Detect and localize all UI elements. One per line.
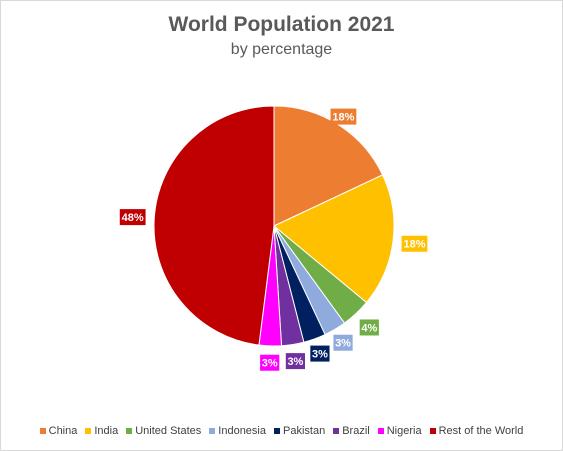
legend-item-rest-of-the-world: Rest of the World xyxy=(429,425,524,437)
legend-item-china: China xyxy=(39,425,78,437)
pie-slice-rest-of-the-world xyxy=(153,105,275,346)
legend-swatch xyxy=(85,428,92,434)
legend-item-india: India xyxy=(85,425,118,437)
legend-swatch xyxy=(126,428,133,434)
chart-subtitle: by percentage xyxy=(230,41,333,58)
legend-item-pakistan: Pakistan xyxy=(274,425,325,437)
chart-title: World Population 2021 xyxy=(168,13,395,36)
legend-item-indonesia: Indonesia xyxy=(209,425,266,437)
legend-item-united-states: United States xyxy=(126,425,201,437)
legend-swatch xyxy=(377,428,384,434)
legend-label: Rest of the World xyxy=(438,425,524,437)
data-label-brazil: 3% xyxy=(285,353,306,370)
data-label-box xyxy=(310,345,330,362)
legend-item-brazil: Brazil xyxy=(333,425,370,437)
data-label-text: 18% xyxy=(403,239,425,251)
legend-label: India xyxy=(94,425,119,437)
legend-label: Brazil xyxy=(342,425,370,437)
legend-swatch xyxy=(274,428,280,434)
data-label-text: 3% xyxy=(262,358,278,370)
data-label-china: 18% xyxy=(330,108,357,125)
data-label-rest-of-the-world: 48% xyxy=(119,209,146,226)
legend-swatch xyxy=(333,428,340,434)
pie-slice-india xyxy=(273,174,395,304)
pie-slice-china xyxy=(273,105,384,227)
chart-legend: China India United States Indonesia Pakistan… xyxy=(1,425,562,437)
legend-label: Pakistan xyxy=(283,425,326,437)
data-label-text: 48% xyxy=(122,212,144,224)
data-label-pakistan: 3% xyxy=(310,345,330,362)
legend-item-nigeria: Nigeria xyxy=(377,425,422,437)
legend-label: Indonesia xyxy=(218,425,266,437)
data-label-nigeria: 3% xyxy=(260,354,280,371)
data-label-box xyxy=(260,354,280,371)
legend-label: China xyxy=(48,425,78,437)
data-label-box xyxy=(359,319,379,336)
data-label-box xyxy=(330,108,357,125)
data-label-text: 3% xyxy=(335,338,351,350)
data-label-box xyxy=(119,209,146,226)
data-label-united-states: 4% xyxy=(359,319,379,336)
data-label-indonesia: 3% xyxy=(333,334,353,351)
legend-swatch xyxy=(429,428,436,434)
data-label-text: 3% xyxy=(312,349,328,361)
data-label-box xyxy=(285,353,306,370)
data-label-box xyxy=(401,235,428,252)
legend-swatch xyxy=(209,428,216,434)
data-label-india: 18% xyxy=(401,235,428,252)
data-label-box xyxy=(333,334,353,351)
data-label-text: 3% xyxy=(287,356,303,368)
legend-label: Nigeria xyxy=(386,425,422,437)
legend-label: United States xyxy=(135,425,202,437)
data-label-text: 18% xyxy=(332,112,354,124)
data-label-text: 4% xyxy=(361,322,377,334)
legend-swatch xyxy=(39,428,46,434)
